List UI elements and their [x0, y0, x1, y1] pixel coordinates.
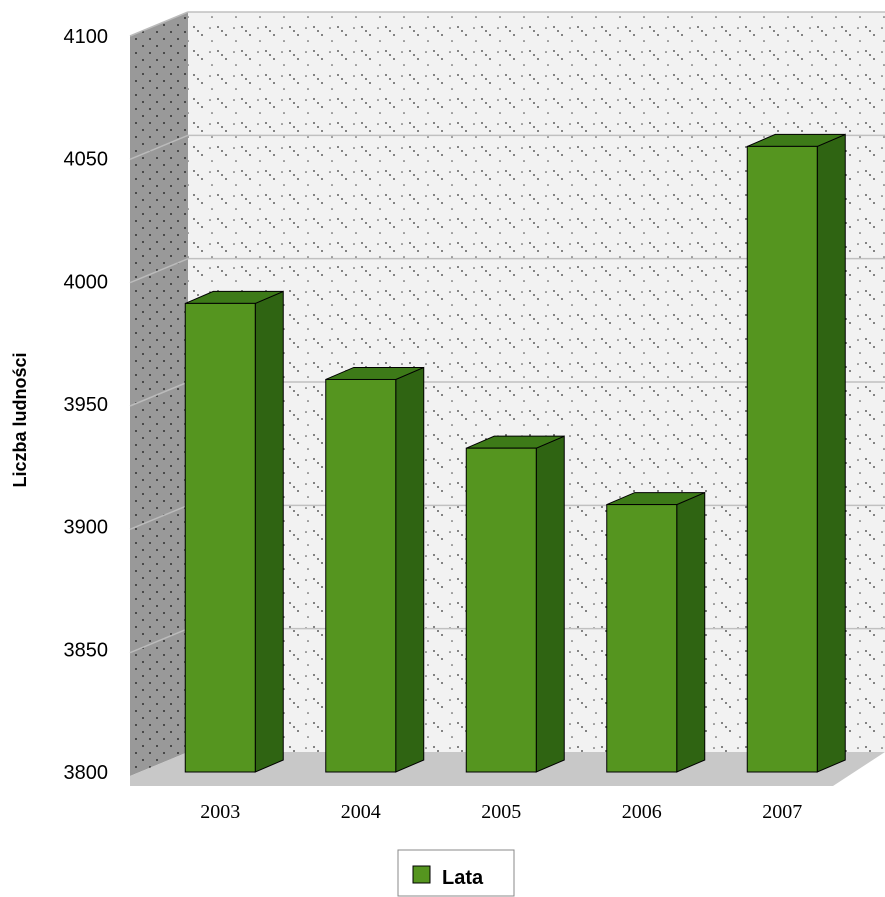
x-tick-label: 2005: [481, 801, 521, 823]
bar-side: [535, 435, 565, 773]
bar-front: [606, 504, 678, 773]
bar-front: [746, 145, 818, 773]
y-tick-label: 3850: [64, 639, 109, 661]
bar-front: [465, 447, 537, 773]
bar-front: [325, 378, 397, 773]
bars: [184, 133, 846, 773]
bar-side: [676, 491, 706, 773]
y-tick-label: 4050: [64, 149, 109, 171]
bar-2004: [325, 366, 425, 773]
bar-side: [395, 366, 425, 773]
bar-2003: [184, 290, 284, 773]
gridline-side: [129, 257, 189, 284]
bar-side: [816, 133, 846, 773]
bar-front: [184, 302, 256, 773]
y-tick-label: 4000: [64, 271, 109, 293]
y-tick-label: 3950: [64, 394, 109, 416]
legend-swatch: [412, 865, 431, 884]
gridline-side: [129, 504, 189, 531]
bar-2006: [606, 491, 706, 773]
x-tick-label: 2004: [341, 801, 381, 823]
x-tick-label: 2003: [200, 801, 240, 823]
x-tick-label: 2006: [622, 801, 662, 823]
y-tick-label: 4100: [64, 26, 109, 48]
legend-label: Lata: [442, 867, 484, 889]
x-axis-ticks: 2003 2004 2005 2006 2007: [200, 801, 802, 823]
legend: Lata: [397, 849, 515, 897]
y-axis-ticks: 3800 3850 3900 3950 4000 4050 4100: [64, 26, 109, 784]
x-tick-label: 2007: [762, 801, 802, 823]
gridline-side: [129, 134, 189, 161]
bar-2007: [746, 133, 846, 773]
gridline-side: [129, 381, 189, 407]
gridline-side: [129, 627, 189, 654]
y-axis-label: Liczba ludności: [10, 352, 30, 487]
y-tick-label: 3900: [64, 517, 109, 539]
bar-2005: [465, 435, 565, 773]
y-tick-label: 3800: [64, 762, 109, 784]
bar-side: [254, 290, 284, 773]
gridline-side: [129, 11, 189, 37]
